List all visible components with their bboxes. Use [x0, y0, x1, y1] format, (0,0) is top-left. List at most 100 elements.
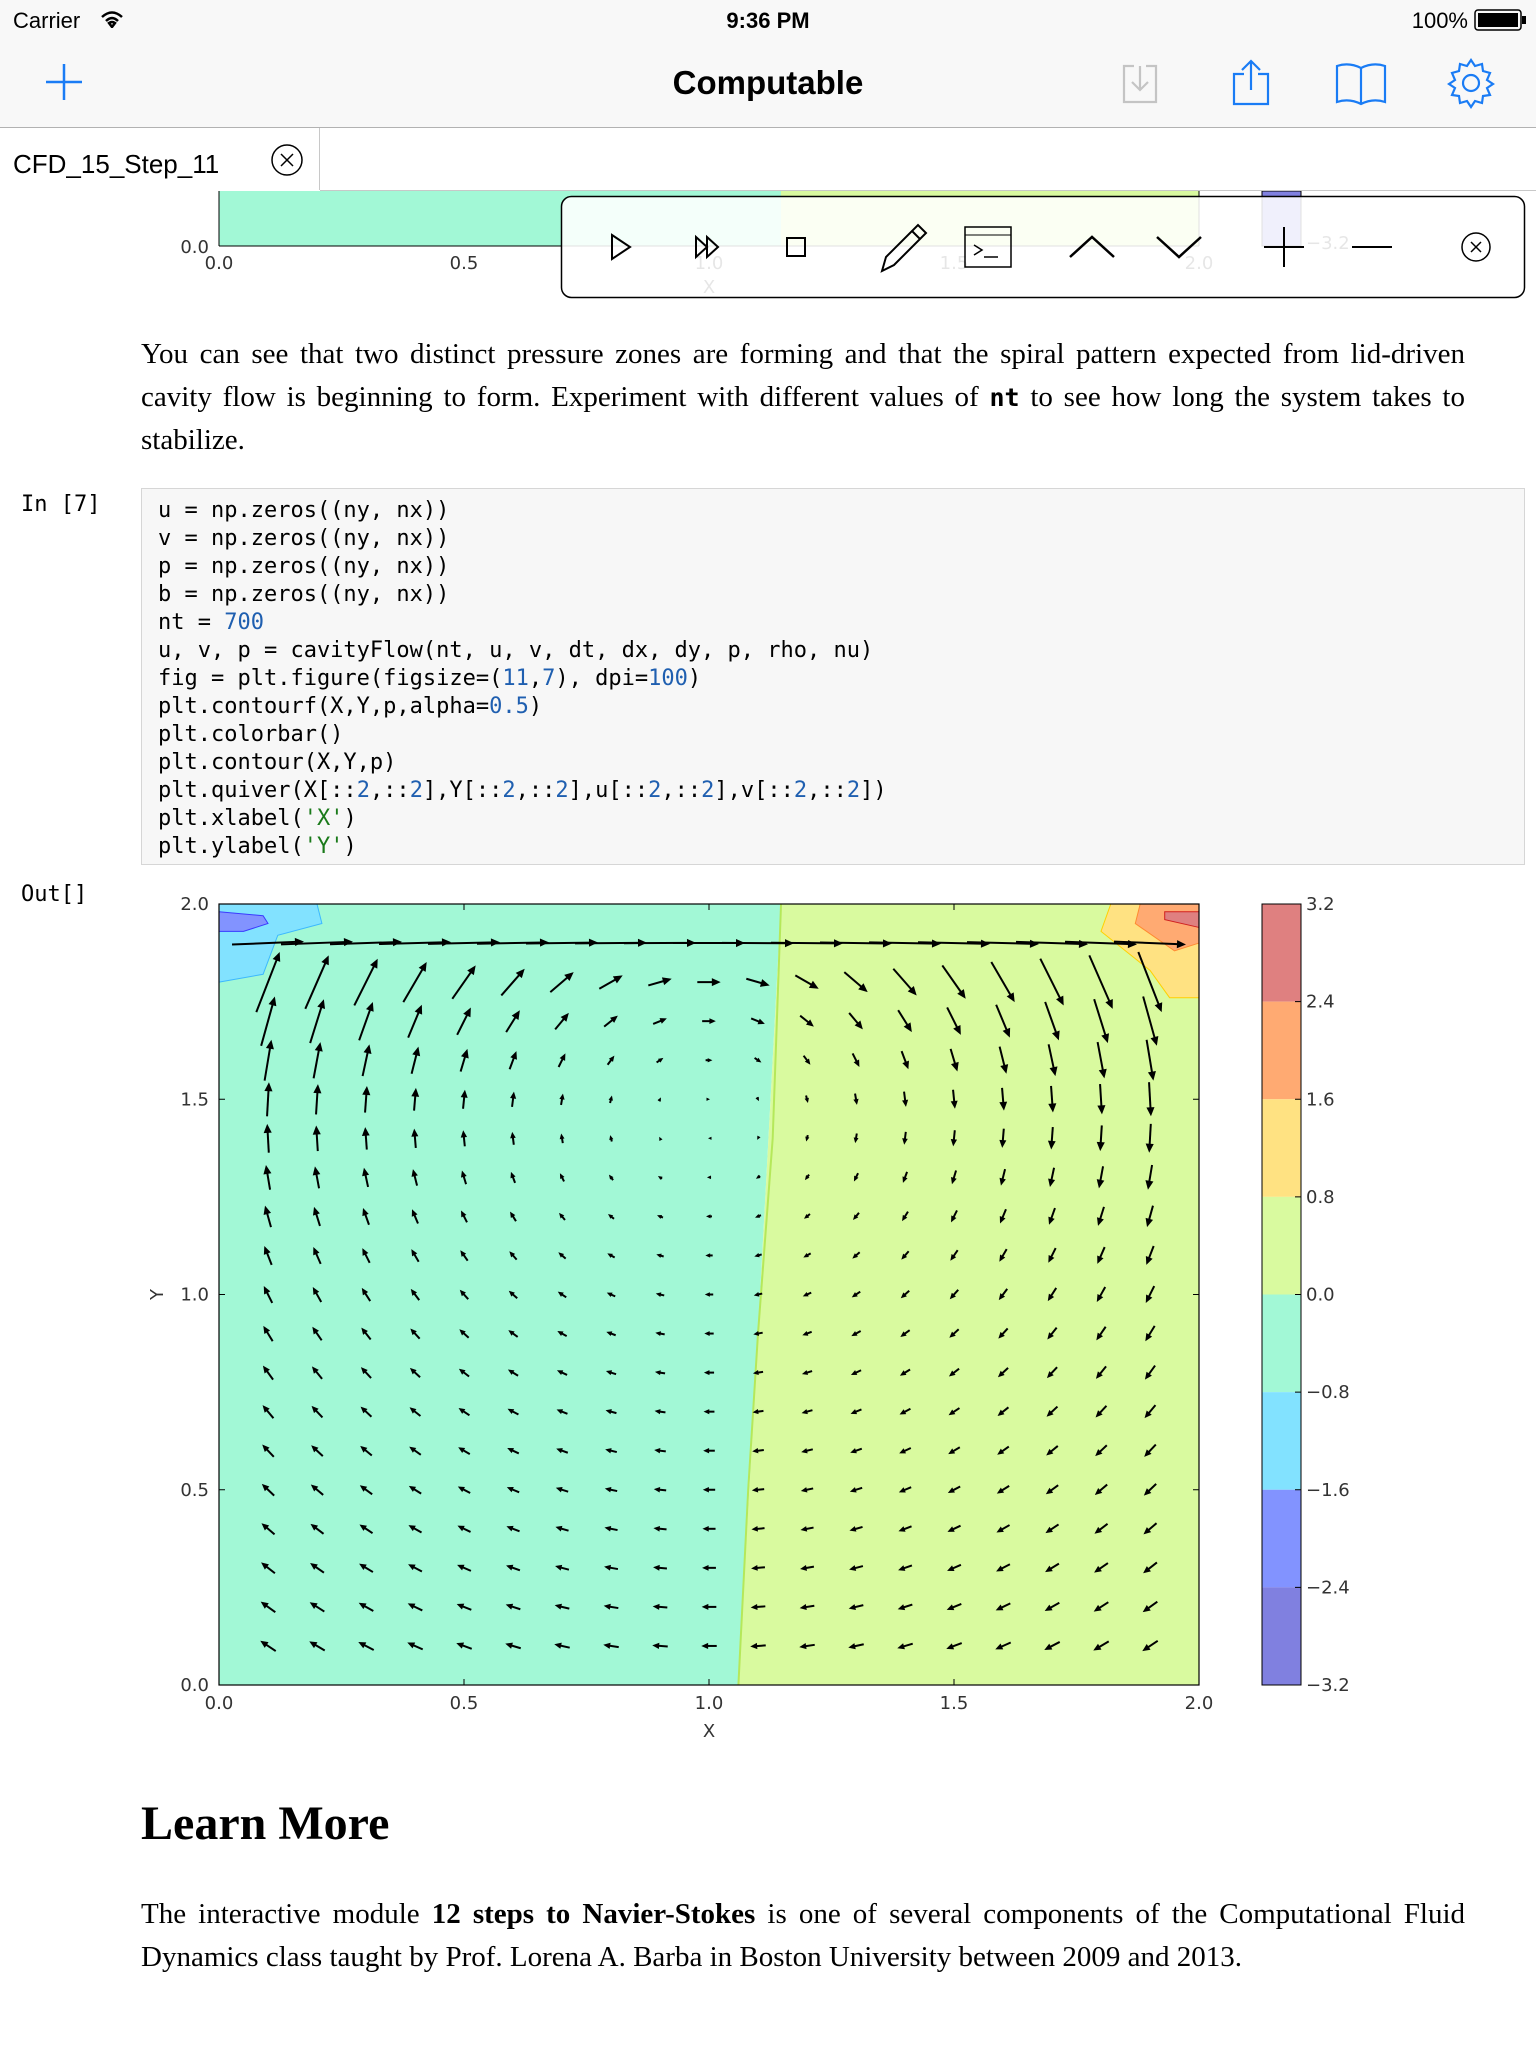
quiver-arrow — [999, 1208, 1007, 1224]
arrow-head — [555, 1487, 563, 1493]
quiver-arrow — [510, 1211, 517, 1222]
arrow-shaft — [843, 971, 865, 990]
code-cell[interactable]: u = np.zeros((ny, nx)) v = np.zeros((ny, … — [141, 488, 1525, 865]
quiver-arrow — [746, 977, 770, 987]
quiver-arrow — [408, 1564, 423, 1573]
arrow-head — [1000, 1064, 1009, 1074]
edit-button[interactable] — [880, 223, 928, 273]
arrow-head — [460, 1250, 467, 1257]
library-button[interactable] — [1334, 60, 1388, 106]
code-line: v = np.zeros((ny, nx)) — [158, 526, 450, 551]
close-toolbar-button[interactable] — [1461, 232, 1491, 262]
quiver-arrow — [505, 1642, 522, 1650]
quiver-arrow — [1047, 1044, 1058, 1077]
arrow-head — [564, 972, 574, 982]
arrow-head — [999, 1216, 1006, 1224]
colorbar-segment — [1262, 1196, 1301, 1295]
y-tick-label: 1.5 — [180, 1089, 209, 1110]
tab-close-button[interactable] — [270, 143, 304, 177]
arrow-head — [359, 1485, 368, 1492]
tab-title: CFD_15_Step_11 — [13, 149, 220, 179]
quiver-arrow — [362, 1167, 370, 1188]
arrow-head — [603, 1642, 611, 1649]
move-up-button[interactable] — [1069, 235, 1115, 258]
quiver-arrow — [313, 1247, 322, 1265]
arrow-head — [652, 1642, 660, 1649]
quiver-arrow — [1047, 1326, 1058, 1340]
arrow-head — [953, 1024, 961, 1035]
terminal-button[interactable] — [964, 226, 1012, 268]
settings-button[interactable] — [1444, 56, 1498, 110]
arrow-head — [899, 1370, 907, 1376]
arrow-shaft — [1088, 954, 1112, 1005]
quiver-arrow — [458, 1408, 470, 1417]
arrow-head — [799, 1604, 807, 1610]
arrow-shaft — [1047, 1044, 1056, 1071]
quiver-arrow — [946, 1603, 962, 1611]
status-bar: Carrier 9:36 PM 100% — [0, 0, 1536, 40]
quiver-arrow — [604, 1564, 619, 1571]
arrow-head — [1045, 1565, 1053, 1573]
arrow-head — [703, 1370, 710, 1376]
text: is one of several components of the Comp… — [141, 1898, 1465, 1973]
share-button[interactable] — [1230, 58, 1272, 106]
stop-button[interactable] — [786, 237, 806, 257]
arrow-head — [411, 1209, 418, 1217]
arrow-head — [804, 1058, 811, 1065]
quiver-arrow — [900, 1050, 909, 1070]
arrow-head — [508, 1290, 515, 1297]
quiver-arrow — [654, 1370, 666, 1376]
tab[interactable]: CFD_15_Step_11 — [0, 128, 320, 190]
nav-title: Computable — [672, 64, 864, 101]
arrow-head — [510, 1171, 516, 1179]
quiver-arrow — [997, 1367, 1009, 1378]
arrow-head — [853, 1214, 859, 1220]
quiver-arrow — [408, 1485, 422, 1495]
arrow-head — [511, 1010, 520, 1020]
quiver-arrow — [1096, 1206, 1105, 1226]
arrow-head — [263, 1205, 272, 1215]
arrow-head — [458, 1408, 466, 1414]
arrow-head — [361, 1287, 369, 1296]
colorbar-tick-label: −0.8 — [1306, 1382, 1350, 1403]
arrow-head — [261, 1483, 270, 1492]
arrow-shaft — [868, 941, 936, 945]
move-down-button[interactable] — [1156, 236, 1202, 259]
arrow-head — [605, 1409, 612, 1415]
arrow-head — [359, 1563, 367, 1571]
arrow-head — [950, 1100, 958, 1109]
quiver-arrow — [851, 1052, 860, 1068]
add-cell-button[interactable] — [1264, 227, 1304, 267]
arrow-head — [849, 1487, 857, 1493]
nav-bar: Computable — [0, 0, 1536, 128]
arrow-shaft — [941, 964, 964, 995]
arrow-head — [897, 1604, 906, 1611]
quiver-arrow — [755, 1096, 759, 1102]
arrow-head — [947, 1565, 955, 1571]
quiver-arrow — [753, 1331, 763, 1336]
run-button[interactable] — [611, 233, 632, 261]
quiver-arrow — [312, 1286, 323, 1303]
quiver-arrow — [706, 1097, 710, 1101]
arrow-head — [1044, 1643, 1053, 1650]
paragraph: The interactive module 12 steps to Navie… — [141, 1893, 1465, 1979]
quiver-arrow — [1088, 954, 1113, 1009]
quiver-arrow — [260, 1640, 277, 1652]
run-all-button[interactable] — [695, 234, 720, 260]
quiver-arrow — [362, 1085, 371, 1113]
quiver-arrow — [702, 1525, 716, 1532]
quiver-arrow — [411, 1087, 420, 1111]
arrow-head — [1096, 1179, 1105, 1189]
arrow-head — [1096, 1294, 1104, 1303]
arrow-head — [407, 1642, 416, 1649]
quiver-arrow — [456, 1603, 472, 1611]
arrow-head — [657, 1175, 663, 1180]
arrow-head — [1144, 1449, 1152, 1457]
arrow-head — [1096, 1141, 1105, 1152]
add-button[interactable] — [44, 62, 84, 102]
quiver-arrow — [750, 1603, 766, 1610]
arrow-head — [1046, 1448, 1054, 1456]
download-button[interactable] — [1120, 62, 1160, 106]
arrow-shaft — [917, 941, 985, 945]
arrow-head — [947, 1487, 955, 1493]
